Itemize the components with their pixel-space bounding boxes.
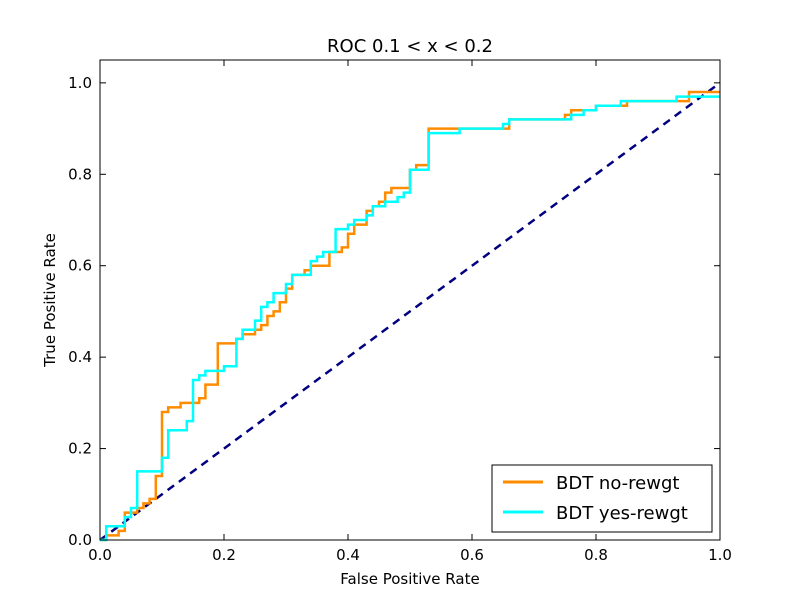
legend-label-no-rewgt: BDT no-rewgt [556, 473, 679, 494]
x-tick-label: 0.4 [336, 546, 360, 564]
x-axis-label: False Positive Rate [340, 570, 479, 588]
y-tick-label: 0.0 [68, 531, 92, 549]
x-tick-label: 0.6 [460, 546, 484, 564]
roc-curve-yes-rewgt [100, 95, 720, 542]
y-tick-label: 0.4 [68, 348, 92, 366]
chart-title: ROC 0.1 < x < 0.2 [327, 36, 493, 57]
legend-box [491, 464, 713, 533]
x-tick-label: 0.0 [88, 546, 112, 564]
y-axis-label: True Positive Rate [41, 233, 59, 368]
y-tick-label: 0.8 [68, 165, 92, 183]
plot-frame [99, 59, 721, 541]
y-tick-label: 1.0 [68, 74, 92, 92]
y-tick-label: 0.2 [68, 440, 92, 458]
chance-diagonal [99, 81, 721, 542]
plot-area [99, 81, 721, 542]
legend: BDT no-rewgt BDT yes-rewgt [491, 464, 713, 533]
x-tick-label: 0.2 [212, 546, 236, 564]
legend-label-yes-rewgt: BDT yes-rewgt [556, 503, 688, 524]
x-tick-label: 1.0 [708, 546, 732, 564]
y-tick-label: 0.6 [68, 257, 92, 275]
x-tick-label: 0.8 [584, 546, 608, 564]
